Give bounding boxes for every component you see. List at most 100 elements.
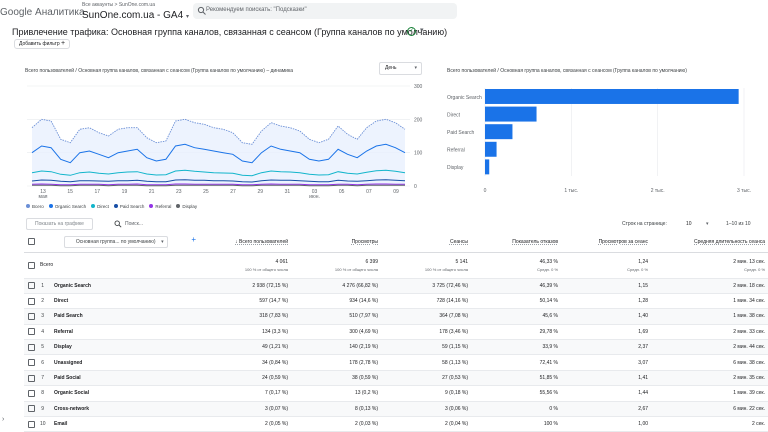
x-tick-label: 2 тыс. <box>651 188 665 194</box>
row-metric-cell: 1,69 <box>562 324 653 341</box>
period-select[interactable]: День ▾ <box>379 62 422 75</box>
bar-category-label: Display <box>447 165 464 171</box>
row-index: 6 <box>36 354 50 371</box>
select-all-checkbox[interactable] <box>28 238 35 246</box>
row-metric-cell: 8 (0,13 %) <box>292 401 383 418</box>
row-metric-cell: 2 (0,04 %) <box>382 416 473 432</box>
bar-1[interactable] <box>485 106 537 122</box>
totals-row: Всего 4 061 100 % от общего числа 6 399 100 … <box>24 252 768 279</box>
row-channel-name[interactable]: Referral <box>50 324 201 341</box>
rows-per-page-label: Строк на странице: <box>622 221 667 227</box>
row-metric-cell: 51,85 % <box>472 370 563 387</box>
add-filter-button[interactable]: Добавить фильтр + <box>14 39 71 49</box>
search-icon[interactable] <box>114 220 122 228</box>
row-metric-cell: 72,41 % <box>472 354 563 371</box>
table-header-row: Основная группа... по умолчанию) ▾ + ↓ Всег… <box>24 232 768 253</box>
column-header[interactable]: Просмотров за сеанс <box>562 232 653 253</box>
bar-4[interactable] <box>485 159 490 175</box>
x-tick-label: 3 тыс. <box>737 188 751 194</box>
column-header[interactable]: Просмотры <box>292 232 383 253</box>
legend-item[interactable]: Referral <box>149 202 171 210</box>
column-header[interactable]: ↓ Всего пользователей <box>200 232 293 253</box>
rows-per-page-select[interactable]: 10 <box>686 221 692 227</box>
row-channel-name[interactable]: Organic Search <box>50 278 201 294</box>
bar-2[interactable] <box>485 124 513 140</box>
row-metric-cell: 1 мин. 39 сек. <box>652 385 768 402</box>
totals-cell: 5 141 100 % от общего числа <box>382 252 473 279</box>
row-metric-cell: 2 938 (72,15 %) <box>200 278 293 294</box>
row-checkbox-cell <box>24 293 36 310</box>
row-metric-cell: 2 мин. 18 сек. <box>652 278 768 294</box>
table-row: 1 Organic Search 2 938 (72,15 %) 4 276 (66,… <box>24 278 768 294</box>
bar-category-label: Direct <box>447 112 461 118</box>
totals-checkbox-cell <box>24 252 36 279</box>
row-metric-cell: 1,28 <box>562 293 653 310</box>
row-checkbox[interactable] <box>28 328 35 336</box>
legend-label: Paid Search <box>119 203 145 209</box>
row-checkbox[interactable] <box>28 389 35 397</box>
row-channel-name[interactable]: Cross-network <box>50 401 201 418</box>
x-tick-sublabel: мая <box>39 194 48 200</box>
chevron-right-icon[interactable]: › <box>2 416 5 423</box>
row-metric-cell: 7 (0,17 %) <box>200 385 293 402</box>
row-metric-cell: 27 (0,53 %) <box>382 370 473 387</box>
dimension-select[interactable]: Основная группа... по умолчанию) ▾ <box>63 235 168 248</box>
account-breadcrumb: Все аккаунты > SunOne.com.ua <box>82 2 155 8</box>
column-header[interactable]: Показатель отказов <box>472 232 563 253</box>
row-checkbox-cell <box>24 324 36 341</box>
row-channel-name[interactable]: Organic Social <box>50 385 201 402</box>
row-index: 1 <box>36 278 50 294</box>
check-circle-icon[interactable]: ✓ <box>407 27 416 36</box>
x-tick-label: 13 <box>40 189 46 195</box>
y-tick-label: 0 <box>414 184 417 190</box>
data-table: Основная группа... по умолчанию) ▾ + ↓ Всег… <box>24 232 768 432</box>
property-selector[interactable]: SunOne.com.ua - GA4 ▾ <box>82 10 189 21</box>
row-checkbox[interactable] <box>28 282 35 290</box>
row-checkbox[interactable] <box>28 374 35 382</box>
table-row: 2 Direct 597 (14,7 %) 934 (14,6 %) 728 (14,1… <box>24 293 768 310</box>
row-channel-name[interactable]: Paid Search <box>50 308 201 325</box>
column-header[interactable]: Сеансы <box>382 232 473 253</box>
row-checkbox[interactable] <box>28 343 35 351</box>
table-row: 8 Organic Social 7 (0,17 %) 13 (0,2 %) 9 (0,… <box>24 385 768 402</box>
totals-subtext: Средн. 0 % <box>537 266 559 272</box>
row-metric-cell: 58 (1,13 %) <box>382 354 473 371</box>
legend-item[interactable]: Organic Search <box>48 202 86 210</box>
row-metric-cell: 1,41 <box>562 370 653 387</box>
x-tick-label: 31 <box>285 189 291 195</box>
plot-rows-button[interactable]: Показать на графике <box>26 218 93 230</box>
row-channel-name[interactable]: Display <box>50 339 201 356</box>
row-channel-name[interactable]: Unassigned <box>50 354 201 371</box>
legend-item[interactable]: Paid Search <box>113 202 145 210</box>
column-header[interactable]: Средняя длительность сеанса <box>652 232 768 253</box>
bar-0[interactable] <box>485 89 739 104</box>
row-checkbox[interactable] <box>28 420 35 428</box>
legend-item[interactable]: Всего <box>26 202 44 210</box>
row-index: 4 <box>36 324 50 341</box>
totals-cell: 1,24 Средн. 0 % <box>562 252 653 279</box>
row-metric-cell: 46,39 % <box>472 278 563 294</box>
add-dimension-icon[interactable]: + <box>191 234 197 244</box>
totals-subtext: 100 % от общего числа <box>424 266 469 272</box>
legend-item[interactable]: Display <box>176 202 197 210</box>
chevron-down-icon[interactable]: ▾ <box>706 221 709 227</box>
product-logo[interactable]: Google Аналитика <box>0 7 85 18</box>
row-metric-cell: 2,37 <box>562 339 653 356</box>
row-channel-name[interactable]: Direct <box>50 293 201 310</box>
row-metric-cell: 364 (7,08 %) <box>382 308 473 325</box>
series-line-direct <box>31 169 406 177</box>
row-checkbox[interactable] <box>28 359 35 367</box>
bar-3[interactable] <box>485 141 497 157</box>
row-channel-name[interactable]: Email <box>50 416 201 432</box>
chevron-down-icon[interactable]: ▾ <box>420 27 424 34</box>
row-checkbox[interactable] <box>28 312 35 320</box>
search-input[interactable]: Рекомендуем поискать: "Подсказки" <box>193 3 457 19</box>
table-search-input[interactable]: Поиск... <box>125 221 144 227</box>
row-checkbox[interactable] <box>28 297 35 305</box>
legend-dot-icon <box>48 204 53 208</box>
series-line-referral <box>31 183 405 186</box>
row-channel-name[interactable]: Paid Social <box>50 370 201 387</box>
row-checkbox[interactable] <box>28 261 35 269</box>
legend-item[interactable]: Direct <box>91 202 109 210</box>
row-checkbox[interactable] <box>28 405 35 413</box>
